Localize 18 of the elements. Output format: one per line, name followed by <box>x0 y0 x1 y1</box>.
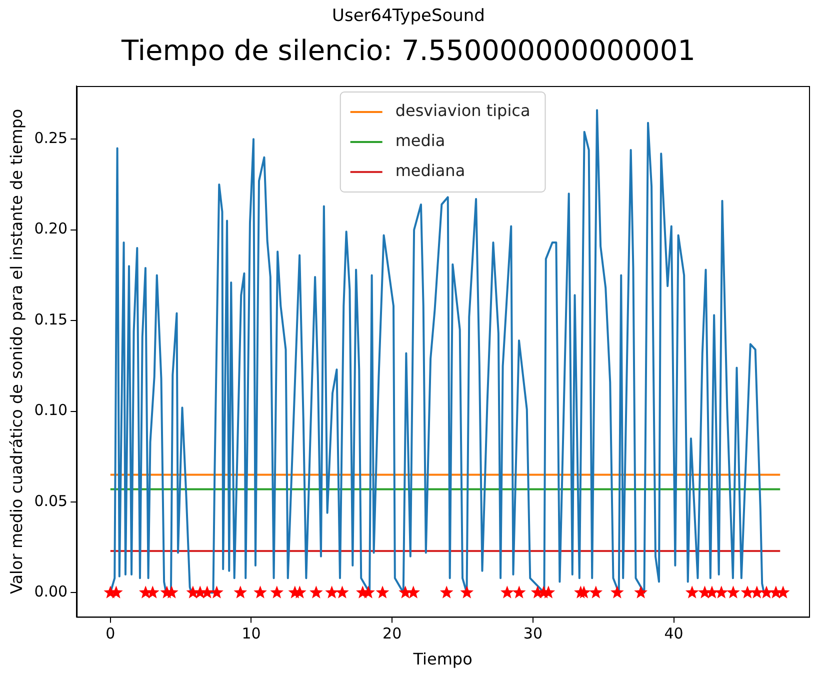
y-tick-label: 0.10 <box>34 401 68 420</box>
y-axis-title: Valor medio cuadrático de sonido para el instante de tiempo <box>6 108 26 594</box>
y-tick-label: 0.15 <box>34 310 68 328</box>
x-tick-label: 20 <box>382 624 402 643</box>
y-tick-label: 0.25 <box>34 129 68 148</box>
legend-label: media <box>395 131 446 150</box>
x-axis-title: Tiempo <box>412 650 472 669</box>
x-tick-label: 10 <box>242 624 261 643</box>
y-tick-label: 0.00 <box>34 582 68 601</box>
chart-title: Tiempo de silencio: 7.550000000000001 <box>120 33 696 69</box>
x-tick-label: 40 <box>664 624 684 643</box>
x-tick-label: 0 <box>106 624 116 643</box>
y-tick-label: 0.05 <box>34 492 68 510</box>
legend-label: mediana <box>395 161 466 180</box>
y-tick-label: 0.20 <box>34 220 68 238</box>
legend-label: desviavion tipica <box>395 101 530 120</box>
x-tick-label: 30 <box>523 624 542 643</box>
chart-subtitle: User64TypeSound <box>331 5 486 28</box>
